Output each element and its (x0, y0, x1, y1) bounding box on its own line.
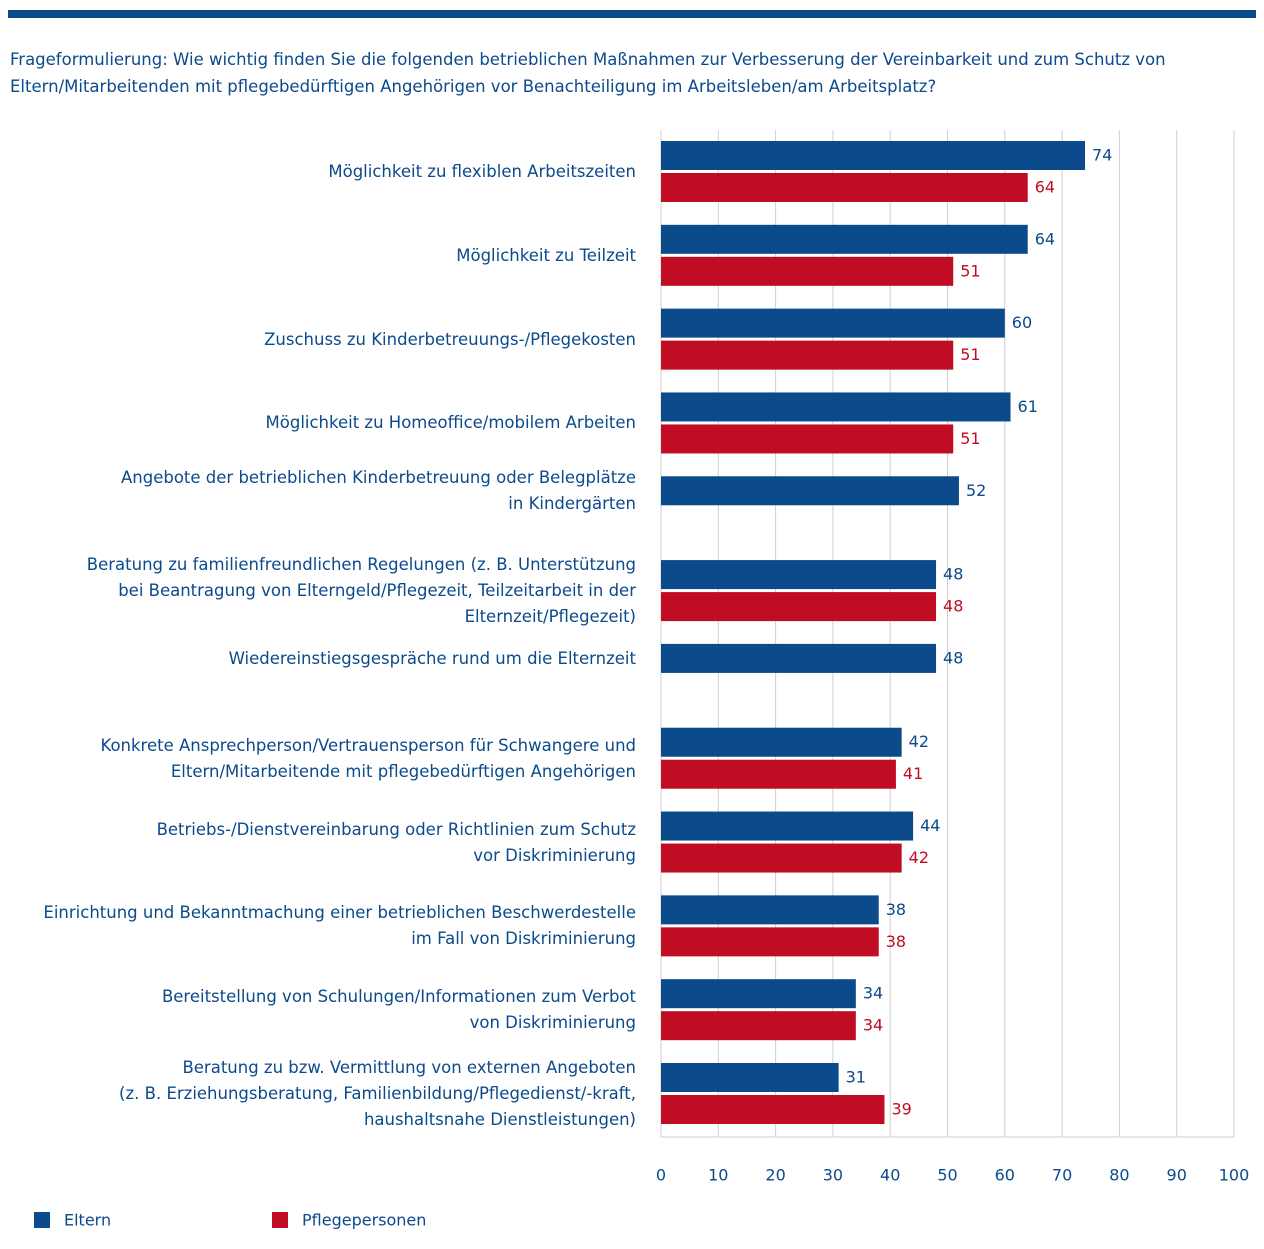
legend-label: Eltern (64, 1211, 111, 1230)
category-label: Beratung zu bzw. Vermittlung von externe… (119, 1058, 636, 1129)
value-label: 39 (891, 1100, 911, 1119)
x-tick-label: 70 (1052, 1166, 1072, 1185)
bar (661, 141, 1086, 170)
value-label: 44 (920, 816, 940, 835)
category-label: Betriebs-/Dienstvereinbarung oder Richtl… (156, 819, 636, 865)
bar (661, 340, 954, 370)
category-label: Zuschuss zu Kinderbetreuungs-/Pflegekost… (264, 329, 636, 349)
category-label: Beratung zu familienfreundlichen Regelun… (86, 555, 636, 627)
bar (661, 759, 896, 789)
value-label: 34 (863, 1016, 883, 1035)
value-label: 64 (1035, 229, 1055, 248)
x-tick-label: 90 (1167, 1166, 1187, 1185)
value-label: 51 (960, 429, 980, 448)
value-label: 38 (886, 932, 906, 951)
question: Frageformulierung: Wie wichtig finden Si… (10, 50, 1166, 96)
legend-swatch (272, 1212, 288, 1228)
bar (661, 843, 902, 873)
category-label: Angebote der betrieblichen Kinderbetreuu… (120, 468, 636, 514)
value-label: 60 (1012, 313, 1032, 332)
category-label: Wiedereinstiegsgespräche rund um die Elt… (228, 648, 636, 668)
x-tick-label: 40 (880, 1166, 900, 1185)
value-label: 31 (846, 1068, 866, 1087)
legend-label: Pflegepersonen (302, 1211, 426, 1230)
value-label: 48 (943, 565, 963, 584)
x-tick-label: 30 (823, 1166, 843, 1185)
value-label: 41 (903, 764, 923, 783)
bar (661, 927, 879, 957)
x-tick-label: 20 (765, 1166, 785, 1185)
bar (661, 173, 1028, 202)
bar (661, 392, 1011, 422)
category-label: Konkrete Ansprechperson/Vertrauensperson… (100, 735, 636, 781)
category-label: Bereitstellung von Schulungen/Informatio… (161, 987, 636, 1033)
bar (661, 643, 937, 673)
bar (661, 560, 937, 590)
category-label: Möglichkeit zu flexiblen Arbeitszeiten (328, 162, 636, 181)
value-label: 48 (943, 597, 963, 616)
bar (661, 1063, 839, 1092)
bar (661, 592, 937, 622)
x-tick-label: 0 (656, 1166, 666, 1185)
bar (661, 1011, 856, 1041)
x-tick-label: 100 (1219, 1166, 1250, 1185)
value-label: 51 (960, 261, 980, 280)
bar (661, 727, 902, 757)
bar (661, 979, 856, 1009)
bar (661, 424, 954, 454)
bar (661, 811, 914, 841)
category-label: Möglichkeit zu Teilzeit (456, 245, 636, 265)
value-label: 74 (1092, 146, 1112, 165)
legend-swatch (34, 1212, 50, 1228)
bar (661, 256, 954, 286)
value-label: 34 (863, 984, 883, 1003)
category-label: Einrichtung und Bekanntmachung einer bet… (43, 903, 636, 949)
bar (661, 476, 959, 506)
value-label: 48 (943, 648, 963, 667)
bar (661, 895, 879, 925)
x-tick-label: 80 (1109, 1166, 1129, 1185)
value-label: 61 (1018, 397, 1038, 416)
bar (661, 308, 1005, 338)
value-label: 51 (960, 345, 980, 364)
x-tick-label: 50 (937, 1166, 957, 1185)
bar (661, 1095, 885, 1124)
category-label: Möglichkeit zu Homeoffice/mobilem Arbeit… (265, 413, 636, 433)
bar (661, 224, 1028, 254)
value-label: 64 (1035, 178, 1055, 197)
x-tick-label: 60 (995, 1166, 1015, 1185)
top-bar (8, 10, 1256, 18)
value-label: 42 (909, 732, 929, 751)
value-label: 38 (886, 900, 906, 919)
value-label: 42 (909, 848, 929, 867)
x-tick-label: 10 (708, 1166, 728, 1185)
value-label: 52 (966, 481, 986, 500)
